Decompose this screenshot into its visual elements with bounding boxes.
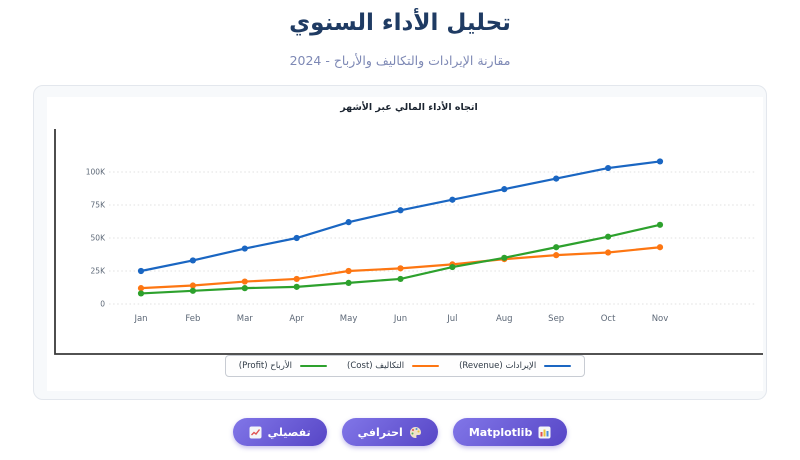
button-label: Matplotlib	[468, 425, 533, 439]
x-tick-label: Aug	[496, 314, 513, 324]
y-tick-label: 25K	[91, 267, 107, 276]
legend-item-cost: التكاليف (Cost)	[347, 361, 440, 371]
revenue-point	[293, 234, 300, 242]
profit-point	[605, 233, 612, 240]
cost-point	[137, 285, 145, 292]
cost-point	[345, 267, 352, 275]
profit-point	[656, 221, 664, 228]
revenue-point	[241, 245, 248, 252]
revenue-point	[189, 257, 196, 264]
cost-point	[293, 275, 300, 283]
button-label: تفصيلي	[267, 425, 311, 439]
professional-button[interactable]: احترافي	[341, 418, 438, 446]
x-tick-label: Feb	[185, 314, 200, 324]
revenue-point	[397, 207, 404, 214]
x-tick-label: May	[340, 314, 358, 324]
profit-point	[137, 290, 145, 297]
detailed-button[interactable]: تفصيلي	[232, 418, 327, 446]
chart-line-icon	[249, 426, 262, 439]
x-tick-label: Nov	[652, 314, 669, 324]
x-tick-label: Apr	[289, 314, 304, 324]
x-tick-label: Sep	[548, 314, 564, 324]
profit-point	[345, 279, 352, 286]
y-tick-label: 50K	[91, 234, 107, 243]
cost-point	[605, 249, 612, 256]
x-tick-label: Oct	[601, 314, 616, 324]
profit-point	[397, 275, 404, 283]
palette-icon	[409, 426, 422, 439]
y-tick-label: 75K	[91, 201, 107, 210]
legend-label: التكاليف (Cost)	[347, 361, 405, 371]
legend-swatch-profit	[300, 364, 328, 368]
cost-point	[553, 252, 560, 259]
button-label: احترافي	[357, 425, 403, 439]
cost-point	[241, 278, 248, 285]
legend-swatch-cost	[412, 364, 440, 368]
axis-spines	[54, 129, 763, 355]
x-tick-label: Jun	[393, 314, 407, 324]
legend-label: الإيرادات (Revenue)	[459, 361, 537, 371]
page-subtitle: مقارنة الإيرادات والتكاليف والأرباح - 20…	[289, 53, 511, 68]
y-tick-label: 0	[100, 300, 105, 309]
bar-chart-icon	[538, 426, 551, 439]
page-title: تحليل الأداء السنوي	[289, 10, 511, 36]
revenue-point	[345, 219, 352, 226]
legend-item-revenue: الإيرادات (Revenue)	[459, 361, 572, 371]
matplotlib-button[interactable]: Matplotlib	[452, 418, 568, 446]
cost-point	[656, 244, 664, 251]
revenue-point	[449, 196, 456, 203]
revenue-point	[656, 158, 664, 165]
revenue-point	[553, 175, 560, 182]
cost-point	[189, 282, 196, 289]
revenue-point	[501, 186, 508, 193]
profit-point	[449, 263, 456, 271]
chart-legend: الأرباح (Profit) التكاليف (Cost) الإيرادات…	[47, 355, 763, 377]
y-tick-label: 100K	[86, 168, 106, 177]
profit-point	[241, 285, 248, 292]
x-tick-label: Jan	[133, 314, 147, 324]
legend-label: الأرباح (Profit)	[238, 361, 293, 371]
button-row: تفصيلي احترافي Matplotlib	[0, 418, 800, 446]
cost-point	[397, 265, 404, 272]
legend-swatch-revenue	[544, 364, 572, 368]
profit-point	[293, 283, 300, 290]
chart-card: 0 25K 50K 75K 100K Jan Feb Mar Apr May Jun Jul Aug Se…	[33, 85, 767, 400]
profit-point	[189, 287, 196, 294]
legend-box: الأرباح (Profit) التكاليف (Cost) الإيرادات…	[224, 355, 586, 377]
chart-title: اتجاه الأداء المالي عبر الأشهر	[339, 101, 477, 113]
revenue-point	[137, 267, 145, 275]
revenue-point	[605, 164, 612, 172]
chart-svg: 0 25K 50K 75K 100K Jan Feb Mar Apr May Jun Jul Aug Se…	[54, 101, 763, 355]
legend-item-profit: الأرباح (Profit)	[238, 361, 328, 371]
profit-point	[553, 244, 560, 251]
x-tick-label: Mar	[237, 314, 254, 324]
x-tick-label: Jul	[446, 314, 457, 324]
chart-figure: 0 25K 50K 75K 100K Jan Feb Mar Apr May Jun Jul Aug Se…	[47, 97, 763, 391]
profit-point	[501, 254, 508, 261]
